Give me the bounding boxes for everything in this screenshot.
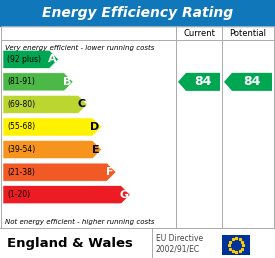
Polygon shape: [3, 186, 130, 204]
Text: C: C: [77, 99, 85, 109]
Text: (1-20): (1-20): [7, 190, 30, 199]
Bar: [0, 0, 275, 26]
Polygon shape: [3, 95, 87, 114]
Text: England & Wales: England & Wales: [7, 237, 133, 249]
Polygon shape: [178, 73, 220, 91]
Polygon shape: [3, 163, 116, 181]
Text: (55-68): (55-68): [7, 123, 35, 132]
Text: EU Directive: EU Directive: [156, 234, 203, 243]
Text: G: G: [119, 190, 128, 200]
Polygon shape: [3, 73, 73, 91]
Text: (81-91): (81-91): [7, 77, 35, 86]
Text: F: F: [106, 167, 114, 177]
Text: (92 plus): (92 plus): [7, 55, 41, 64]
Bar: [0, 228, 275, 258]
Text: 2002/91/EC: 2002/91/EC: [156, 245, 200, 254]
Text: E: E: [92, 144, 100, 155]
Text: A: A: [48, 54, 56, 64]
Text: Potential: Potential: [230, 28, 266, 37]
Text: (39-54): (39-54): [7, 145, 35, 154]
Text: (69-80): (69-80): [7, 100, 35, 109]
Polygon shape: [3, 50, 59, 68]
Text: (21-38): (21-38): [7, 168, 35, 177]
Bar: [1, 26, 274, 228]
Text: Energy Efficiency Rating: Energy Efficiency Rating: [42, 6, 233, 20]
Text: B: B: [63, 77, 71, 87]
Bar: [222, 235, 250, 255]
Text: D: D: [90, 122, 100, 132]
Polygon shape: [3, 118, 102, 136]
Text: 84: 84: [194, 75, 212, 88]
Text: 84: 84: [243, 75, 261, 88]
Text: Current: Current: [183, 28, 215, 37]
Text: Very energy efficient - lower running costs: Very energy efficient - lower running co…: [5, 45, 154, 51]
Text: Not energy efficient - higher running costs: Not energy efficient - higher running co…: [5, 219, 155, 225]
Polygon shape: [3, 141, 102, 159]
Polygon shape: [224, 73, 272, 91]
